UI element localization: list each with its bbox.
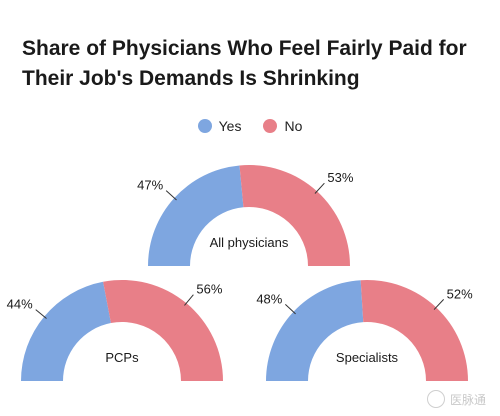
specialists-value-label-yes: 48%	[256, 291, 282, 306]
legend-item-no: No	[263, 118, 302, 134]
pcps-label-leader-yes	[35, 309, 47, 319]
specialists-yes-segment	[266, 280, 364, 381]
specialists-value-label-no: 52%	[447, 286, 473, 301]
all-physicians-yes-segment	[148, 165, 244, 266]
chart-title: Share of Physicians Who Feel Fairly Paid…	[22, 37, 467, 90]
specialists-center-label: Specialists	[336, 350, 399, 365]
pcps-label-leader-no	[184, 294, 194, 306]
specialists-no-segment	[360, 280, 468, 381]
pcps-yes-segment	[21, 281, 111, 381]
all-physicians-no-segment	[239, 165, 350, 266]
pcps-value-label-yes: 44%	[7, 297, 33, 312]
all-physicians-label-leader-yes	[165, 190, 177, 201]
watermark-logo-icon	[426, 390, 445, 408]
legend-item-yes: Yes	[197, 118, 242, 134]
legend-label-no: No	[284, 118, 303, 134]
pcps-center-label: PCPs	[105, 350, 139, 365]
watermark-text: 医脉通	[449, 392, 486, 407]
watermark: 医脉通	[426, 390, 486, 408]
specialists-label-leader-yes	[285, 303, 296, 315]
all-physicians-center-label: All physicians	[210, 235, 289, 250]
all-physicians-value-label-yes: 47%	[137, 178, 163, 193]
specialists-label-leader-no	[433, 299, 445, 310]
pcps-value-label-no: 56%	[196, 282, 222, 297]
legend-swatch-no	[263, 119, 278, 133]
legend-swatch-yes	[197, 119, 212, 133]
pcps-no-segment	[103, 280, 223, 381]
all-physicians-label-leader-no	[314, 182, 325, 194]
legend-label-yes: Yes	[218, 118, 242, 134]
all-physicians-value-label-no: 53%	[327, 170, 353, 185]
legend: Yes No	[0, 118, 500, 134]
